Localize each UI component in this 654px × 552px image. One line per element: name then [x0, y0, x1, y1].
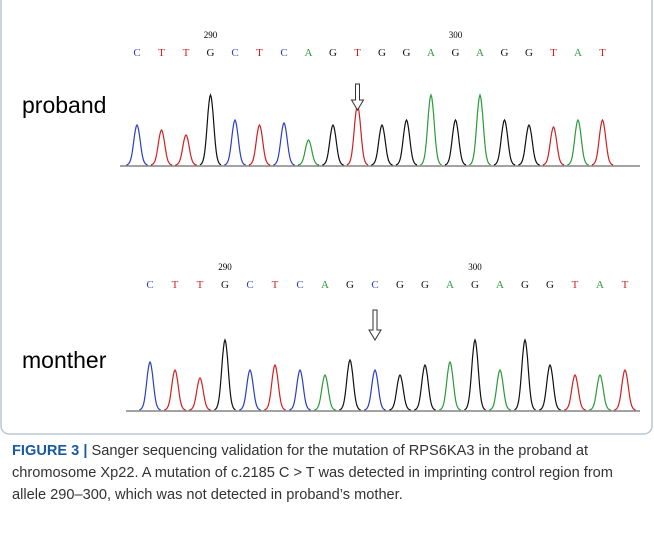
- trace-peak: [347, 105, 368, 165]
- trace-label: monther: [22, 347, 107, 373]
- trace-peak: [518, 125, 539, 165]
- trace-peak: [489, 370, 510, 410]
- base-call: G: [471, 279, 479, 291]
- trace-peak: [420, 95, 441, 165]
- trace-peak: [539, 365, 560, 410]
- trace-peak: [273, 123, 294, 165]
- base-call: T: [354, 47, 361, 59]
- base-call: T: [572, 279, 579, 291]
- trace-peak: [514, 340, 535, 410]
- trace-peak: [151, 130, 172, 165]
- trace-label: proband: [22, 92, 106, 118]
- trace-peak: [339, 360, 360, 410]
- trace-peak: [249, 125, 270, 165]
- base-call: G: [546, 279, 554, 291]
- trace-peak: [126, 125, 147, 165]
- base-call: G: [346, 279, 354, 291]
- base-call: T: [622, 279, 629, 291]
- trace-peak: [414, 365, 435, 410]
- trace-peak: [224, 120, 245, 165]
- base-call: T: [256, 47, 263, 59]
- base-call: C: [296, 279, 303, 291]
- position-label: 300: [449, 30, 463, 40]
- base-call: T: [197, 279, 204, 291]
- base-call: A: [446, 279, 454, 291]
- trace-peak: [396, 120, 417, 165]
- base-call: T: [172, 279, 179, 291]
- figure-panel: proband C T T G C T C A G T G G A G A G G T A T 290 300 monther…: [0, 0, 654, 436]
- trace-peak: [543, 127, 564, 165]
- trace-peak: [200, 95, 221, 165]
- base-call: G: [396, 279, 404, 291]
- trace-peak: [589, 375, 610, 410]
- position-label: 290: [204, 30, 218, 40]
- trace-peak: [175, 135, 196, 165]
- caption-text: Sanger sequencing validation for the mut…: [12, 443, 613, 503]
- base-call: G: [221, 279, 229, 291]
- trace-peak: [371, 125, 392, 165]
- base-call: C: [371, 279, 378, 291]
- base-call: G: [501, 47, 509, 59]
- figure: proband C T T G C T C A G T G G A G A G G T A T 290 300 monther…: [0, 0, 654, 552]
- trace-peak: [445, 120, 466, 165]
- base-call: A: [427, 47, 435, 59]
- caption-label: FIGURE 3 |: [12, 443, 87, 459]
- trace-peak: [164, 370, 185, 410]
- trace-peak: [469, 95, 490, 165]
- base-call: G: [329, 47, 337, 59]
- trace-peak: [464, 340, 485, 410]
- trace-peak: [389, 375, 410, 410]
- base-call: T: [599, 47, 606, 59]
- trace-peak: [614, 370, 635, 410]
- trace-peak: [139, 362, 160, 410]
- base-call: G: [525, 47, 533, 59]
- base-call: C: [146, 279, 153, 291]
- base-call: T: [272, 279, 279, 291]
- trace-peak: [439, 362, 460, 410]
- trace-peak: [189, 378, 210, 410]
- base-call: A: [596, 279, 604, 291]
- base-call: G: [452, 47, 460, 59]
- base-call: A: [321, 279, 329, 291]
- base-call: T: [158, 47, 165, 59]
- base-call: C: [231, 47, 238, 59]
- trace-peak: [364, 370, 385, 410]
- trace-peak: [494, 120, 515, 165]
- mutation-arrow: [369, 310, 381, 340]
- base-call: A: [496, 279, 504, 291]
- base-call: G: [521, 279, 529, 291]
- base-call: C: [133, 47, 140, 59]
- mutation-arrow: [352, 84, 364, 110]
- trace-peak: [264, 365, 285, 410]
- trace-peak: [289, 370, 310, 410]
- trace-peak: [298, 140, 319, 165]
- trace-peak: [322, 125, 343, 165]
- base-call: T: [550, 47, 557, 59]
- base-call: A: [476, 47, 484, 59]
- trace-peak: [567, 120, 588, 165]
- trace-peak: [592, 120, 613, 165]
- trace-peak: [314, 375, 335, 410]
- base-call: C: [246, 279, 253, 291]
- trace-peak: [214, 340, 235, 410]
- base-call: C: [280, 47, 287, 59]
- base-call: G: [207, 47, 215, 59]
- position-label: 290: [218, 262, 232, 272]
- base-call: G: [403, 47, 411, 59]
- position-label: 300: [468, 262, 482, 272]
- caption: FIGURE 3 | Sanger sequencing validation …: [12, 440, 640, 506]
- trace-peak: [564, 375, 585, 410]
- base-call: G: [378, 47, 386, 59]
- base-call: G: [421, 279, 429, 291]
- base-call: A: [305, 47, 313, 59]
- base-call: A: [574, 47, 582, 59]
- trace-peak: [239, 370, 260, 410]
- base-call: T: [183, 47, 190, 59]
